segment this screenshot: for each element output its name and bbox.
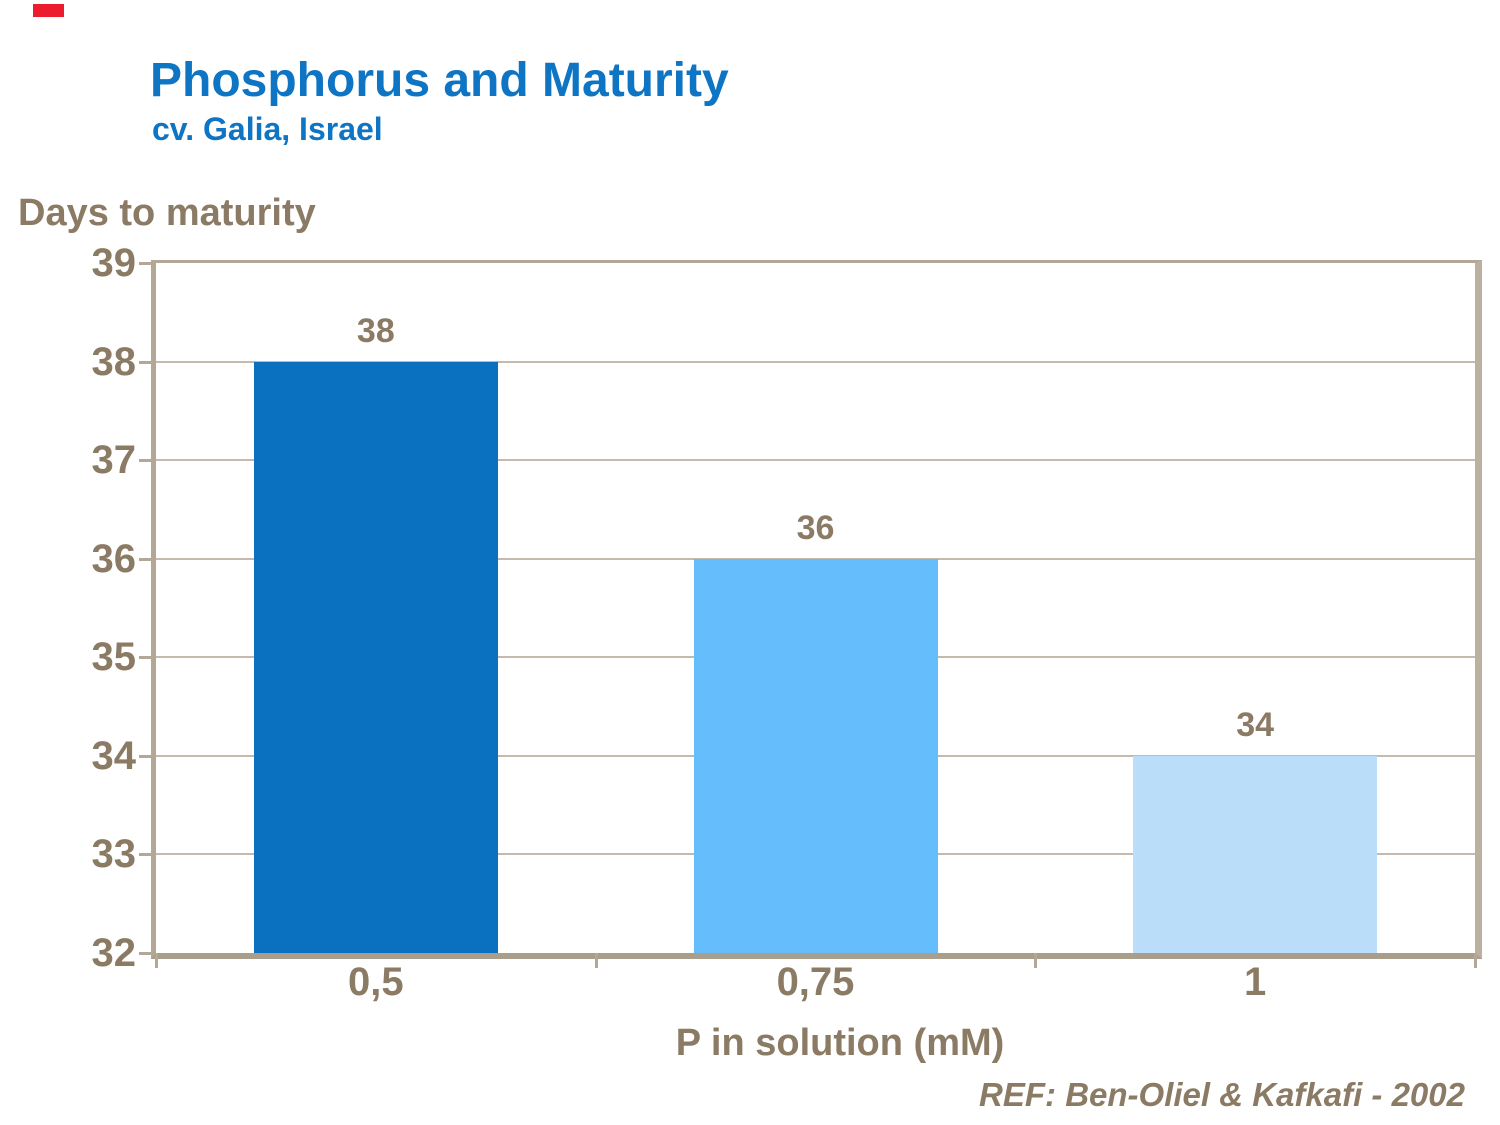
y-tick-label: 33 <box>91 832 137 877</box>
y-tick-label: 35 <box>91 635 137 680</box>
y-tick-mark <box>139 262 156 265</box>
y-tick-label: 34 <box>91 733 137 778</box>
x-tick-mark <box>1474 953 1477 968</box>
x-axis-category-label: 1 <box>1244 960 1267 1004</box>
y-tick-mark <box>139 459 156 463</box>
bar-value-label: 38 <box>356 311 395 350</box>
y-tick-mark <box>139 557 156 561</box>
x-axis-title: P in solution (mM) <box>675 1022 1005 1064</box>
bar-value-label: 34 <box>1236 705 1275 744</box>
bar-1 <box>1133 755 1378 953</box>
y-tick-label: 37 <box>91 438 137 483</box>
gridline <box>156 360 1475 363</box>
x-tick-mark <box>594 953 598 968</box>
slide-header: Phosphorus and Maturity cv. Galia, Israe… <box>150 54 729 147</box>
bar-0,5 <box>253 361 498 953</box>
bar-value-label: 36 <box>796 508 835 547</box>
y-tick-label: 32 <box>91 931 137 975</box>
x-axis-category-label: 0,5 <box>348 960 404 1004</box>
bar-0,75 <box>693 558 938 953</box>
y-tick-label: 39 <box>91 241 137 285</box>
gridline <box>156 459 1475 462</box>
y-tick-mark <box>139 656 156 660</box>
plot-area <box>156 263 1475 953</box>
x-tick-mark <box>155 953 158 968</box>
y-tick-label: 38 <box>91 339 137 384</box>
x-axis-category-label: 0,75 <box>776 960 855 1004</box>
y-tick-mark <box>139 754 156 758</box>
y-axis-title: Days to maturity <box>18 192 316 234</box>
y-tick-mark <box>139 952 156 955</box>
slide-title: Phosphorus and Maturity <box>150 54 729 107</box>
reference-text: REF: Ben-Oliel & Kafkafi - 2002 <box>979 1076 1465 1113</box>
y-tick-label: 36 <box>91 536 137 581</box>
y-tick-mark <box>139 853 156 857</box>
y-tick-mark <box>139 360 156 364</box>
x-tick-mark <box>1034 953 1038 968</box>
slide-subtitle: cv. Galia, Israel <box>152 110 383 147</box>
slide-accent-bar <box>33 4 64 17</box>
